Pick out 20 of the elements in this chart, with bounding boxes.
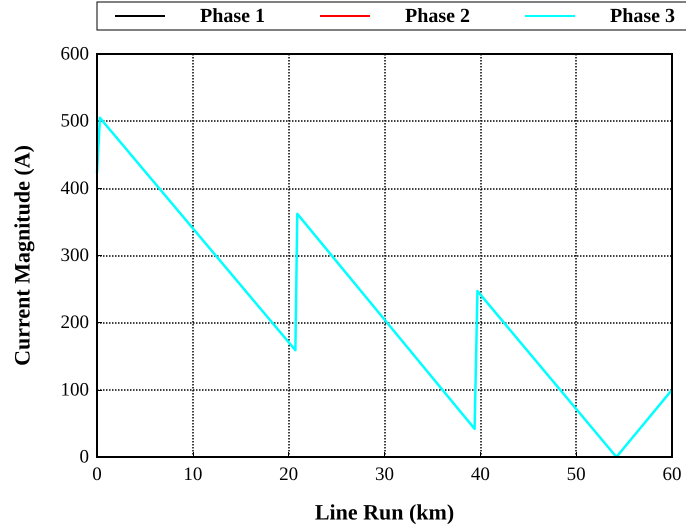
- legend-label: Phase 1: [200, 5, 265, 27]
- y-axis-title: Current Magnitude (A): [10, 145, 34, 366]
- y-tick-label: 400: [60, 178, 89, 199]
- x-tick-label: 20: [279, 464, 298, 485]
- y-tick-label: 100: [60, 379, 89, 400]
- x-tick-label: 40: [470, 464, 490, 485]
- x-tick-label: 10: [183, 464, 202, 485]
- y-tick-label: 300: [60, 245, 89, 266]
- legend-label: Phase 3: [610, 5, 675, 27]
- x-axis-title: Line Run (km): [314, 500, 454, 524]
- x-tick-label: 50: [566, 464, 586, 485]
- legend-label: Phase 2: [405, 5, 470, 27]
- y-tick-label: 200: [60, 312, 89, 334]
- x-tick-label: 60: [662, 464, 682, 485]
- y-tick-label: 0: [80, 446, 89, 468]
- y-tick-label: 500: [60, 110, 89, 132]
- x-tick-label: 0: [92, 464, 102, 485]
- line-series: [96, 116, 674, 458]
- y-tick-label: 600: [60, 44, 89, 64]
- x-tick-label: 30: [375, 464, 394, 485]
